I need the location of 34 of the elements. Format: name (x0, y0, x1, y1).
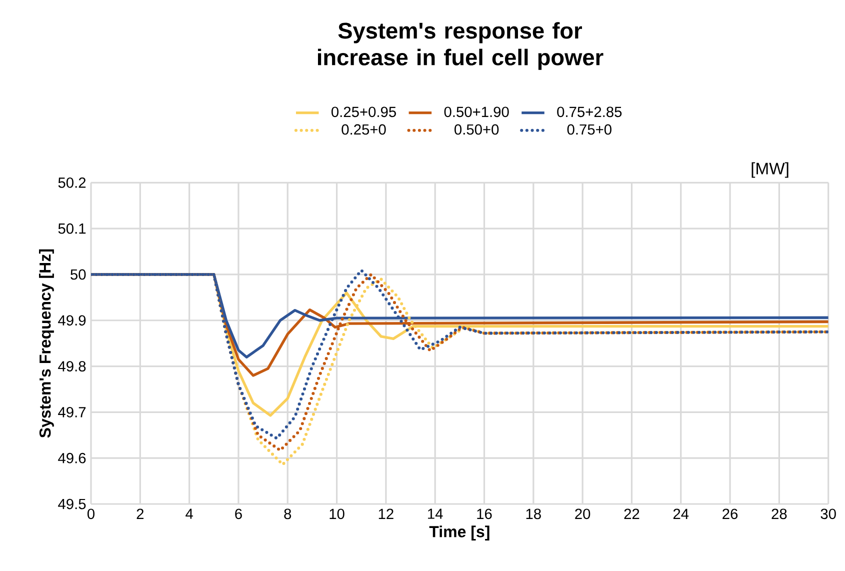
legend-label: 0.25+0 (342, 124, 386, 135)
x-tick-label: 0 (87, 508, 94, 520)
legend-label: 0.50+1.90 (444, 106, 509, 118)
y-tick-label: 49.6 (58, 452, 86, 464)
x-tick-label: 12 (378, 508, 394, 519)
x-tick-label: 24 (673, 508, 689, 519)
x-tick-label: 16 (477, 508, 492, 520)
legend-label: 0.75+2.85 (557, 106, 622, 118)
text: [MW] (752, 162, 788, 178)
x-tick-label: 10 (330, 508, 344, 520)
y-tick-label: 49.9 (58, 315, 86, 326)
y-tick-label: 49.7 (58, 407, 86, 418)
x-tick-label: 22 (624, 508, 640, 519)
y-tick-label: 50.1 (58, 223, 86, 234)
y-axis-title: System's Frequency [Hz] (39, 249, 54, 438)
y-tick-label: 50.2 (58, 177, 86, 188)
x-tick-label: 18 (526, 508, 541, 520)
y-tick-label: 49.8 (58, 361, 86, 372)
x-tick-label: 28 (772, 508, 787, 520)
x-tick-label: 20 (575, 508, 590, 520)
chart-title: System's response for increase in fuel cell power (318, 22, 604, 70)
x-tick-label: 14 (428, 508, 443, 519)
x-tick-label: 2 (136, 508, 144, 519)
x-tick-label: 6 (235, 508, 242, 520)
y-tick-label: 49.5 (58, 498, 86, 510)
x-axis-title: Time [s] (429, 526, 490, 540)
x-tick-label: 26 (722, 508, 738, 520)
x-tick-label: 4 (186, 508, 193, 519)
y-tick-label: 50 (70, 269, 86, 280)
x-tick-label: 8 (284, 508, 292, 520)
legend-label: 0.50+0 (454, 124, 499, 135)
x-tick-label: 30 (820, 508, 836, 520)
legend-label: 0.25+0.95 (332, 106, 396, 118)
legend-label: 0.75+0 (567, 124, 612, 135)
